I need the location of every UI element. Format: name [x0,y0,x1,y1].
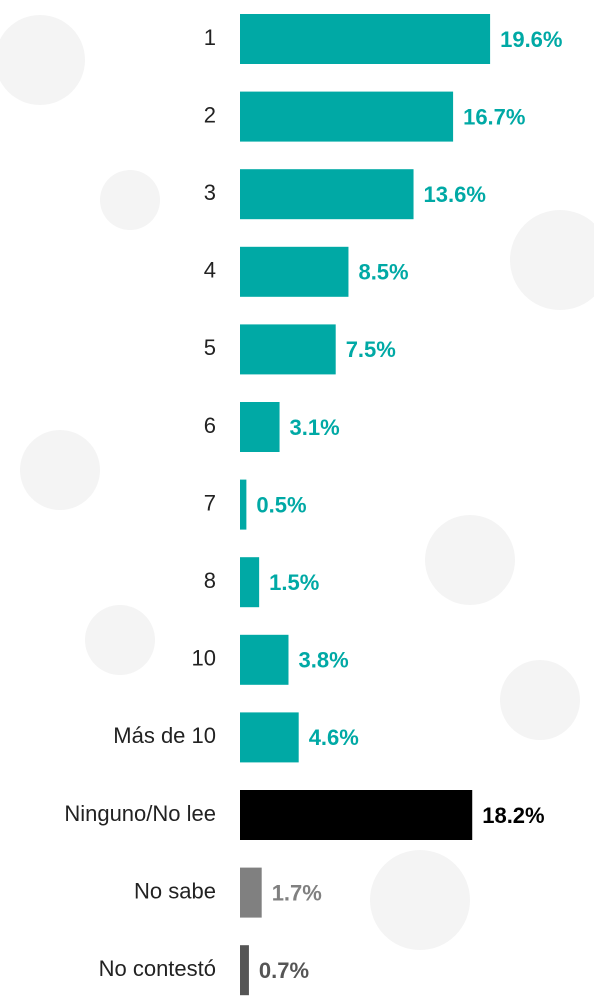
value-label: 8.5% [358,260,408,285]
bar [240,479,247,530]
bar [240,324,336,375]
category-label: 7 [204,490,216,515]
category-label: 5 [204,335,216,360]
category-label: 1 [204,25,216,50]
bar [240,945,249,996]
category-label: 2 [204,102,216,127]
category-label: No sabe [134,878,216,903]
bar [240,790,473,840]
value-label: 4.6% [309,725,359,750]
bar [240,246,349,297]
bar [240,867,262,918]
background-decoration [0,15,594,950]
value-label: 3.8% [298,648,348,673]
category-label: 8 [204,568,216,593]
bar [240,634,289,685]
bar [240,712,299,763]
value-label: 13.6% [424,182,486,207]
category-label: 4 [204,258,216,283]
bar [240,169,414,220]
value-label: 3.1% [290,415,340,440]
category-label: No contestó [99,956,216,981]
value-label: 1.7% [272,880,322,905]
value-label: 1.5% [269,570,319,595]
value-label: 0.7% [259,958,309,983]
value-label: 7.5% [346,337,396,362]
category-label: 6 [204,413,216,438]
value-label: 18.2% [482,803,544,828]
bar [240,14,491,64]
category-label: 10 [192,646,216,671]
value-label: 0.5% [256,492,306,517]
category-label: Más de 10 [113,723,216,748]
bar [240,91,454,142]
value-label: 16.7% [463,104,525,129]
bar [240,557,260,608]
bar [240,402,280,452]
category-label: 3 [204,180,216,205]
value-label: 19.6% [500,27,562,52]
category-label: Ninguno/No lee [64,801,216,826]
